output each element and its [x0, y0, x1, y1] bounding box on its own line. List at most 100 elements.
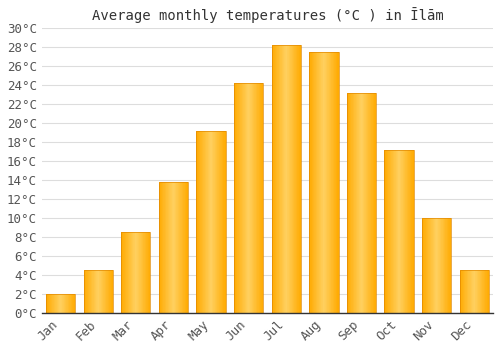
Bar	[391, 150, 392, 313]
Bar	[354, 93, 355, 313]
Bar	[362, 93, 363, 313]
Bar	[92, 270, 93, 313]
Bar	[287, 45, 288, 313]
Bar	[177, 182, 178, 313]
Bar	[324, 52, 325, 313]
Bar	[90, 270, 91, 313]
Bar	[296, 45, 297, 313]
Bar	[46, 294, 76, 313]
Bar	[61, 294, 62, 313]
Bar	[350, 93, 351, 313]
Bar	[171, 182, 172, 313]
Bar	[221, 131, 222, 313]
Bar	[276, 45, 277, 313]
Bar	[476, 270, 477, 313]
Bar	[465, 270, 466, 313]
Bar	[361, 93, 362, 313]
Bar	[292, 45, 294, 313]
Bar	[438, 218, 439, 313]
Bar	[410, 150, 411, 313]
Bar	[374, 93, 375, 313]
Bar	[403, 150, 404, 313]
Bar	[290, 45, 291, 313]
Bar	[196, 131, 197, 313]
Bar	[143, 232, 144, 313]
Bar	[136, 232, 137, 313]
Bar	[294, 45, 295, 313]
Bar	[60, 294, 61, 313]
Bar	[277, 45, 278, 313]
Bar	[224, 131, 225, 313]
Bar	[274, 45, 275, 313]
Bar	[109, 270, 110, 313]
Bar	[96, 270, 97, 313]
Bar	[66, 294, 67, 313]
Bar	[122, 232, 123, 313]
Bar	[449, 218, 450, 313]
Bar	[124, 232, 126, 313]
Bar	[406, 150, 408, 313]
Bar	[196, 131, 226, 313]
Bar	[69, 294, 70, 313]
Bar	[142, 232, 143, 313]
Bar	[244, 83, 245, 313]
Bar	[332, 52, 333, 313]
Bar	[106, 270, 107, 313]
Bar	[355, 93, 356, 313]
Bar	[260, 83, 261, 313]
Bar	[448, 218, 449, 313]
Bar	[145, 232, 146, 313]
Bar	[369, 93, 370, 313]
Bar	[128, 232, 129, 313]
Bar	[214, 131, 215, 313]
Bar	[206, 131, 207, 313]
Bar	[347, 93, 376, 313]
Bar	[184, 182, 185, 313]
Bar	[478, 270, 479, 313]
Bar	[470, 270, 472, 313]
Bar	[488, 270, 489, 313]
Bar	[365, 93, 366, 313]
Bar	[309, 52, 310, 313]
Bar	[168, 182, 170, 313]
Bar	[348, 93, 349, 313]
Bar	[409, 150, 410, 313]
Bar	[316, 52, 317, 313]
Bar	[176, 182, 177, 313]
Bar	[89, 270, 90, 313]
Bar	[101, 270, 102, 313]
Bar	[386, 150, 388, 313]
Bar	[275, 45, 276, 313]
Bar	[484, 270, 485, 313]
Bar	[129, 232, 130, 313]
Bar	[98, 270, 99, 313]
Bar	[473, 270, 474, 313]
Bar	[390, 150, 391, 313]
Bar	[137, 232, 138, 313]
Bar	[170, 182, 171, 313]
Bar	[138, 232, 140, 313]
Bar	[317, 52, 318, 313]
Bar	[172, 182, 173, 313]
Bar	[464, 270, 465, 313]
Bar	[466, 270, 467, 313]
Bar	[325, 52, 326, 313]
Bar	[64, 294, 66, 313]
Bar	[159, 182, 188, 313]
Bar	[364, 93, 365, 313]
Bar	[219, 131, 220, 313]
Bar	[413, 150, 414, 313]
Bar	[300, 45, 301, 313]
Bar	[251, 83, 252, 313]
Bar	[434, 218, 435, 313]
Bar	[49, 294, 50, 313]
Bar	[161, 182, 162, 313]
Bar	[70, 294, 71, 313]
Bar	[486, 270, 487, 313]
Bar	[321, 52, 322, 313]
Bar	[71, 294, 72, 313]
Bar	[148, 232, 150, 313]
Bar	[437, 218, 438, 313]
Bar	[84, 270, 113, 313]
Bar	[107, 270, 108, 313]
